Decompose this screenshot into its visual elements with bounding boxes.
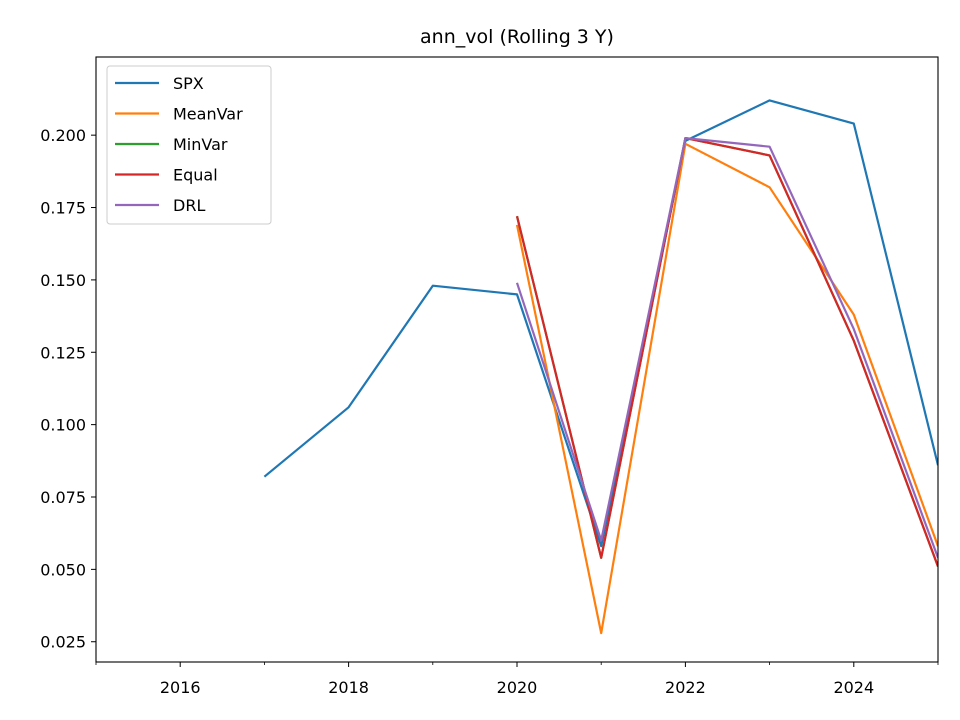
legend-label: DRL — [173, 196, 205, 215]
plot-frame — [95, 56, 939, 663]
legend-label: Equal — [173, 166, 218, 185]
x-tick-label: 2020 — [497, 678, 538, 697]
y-tick-label: 0.050 — [40, 560, 86, 579]
legend: SPX MeanVar MinVar Equal DRL — [106, 65, 272, 225]
y-tick-label: 0.100 — [40, 416, 86, 435]
series-line-spx — [263, 99, 938, 548]
x-axis: 2016 2018 2020 2022 2024 — [95, 662, 939, 697]
chart-title: ann_vol (Rolling 3 Y) — [420, 26, 614, 48]
y-tick-label: 0.025 — [40, 633, 86, 652]
x-tick-label: 2016 — [160, 678, 201, 697]
legend-label: MinVar — [173, 135, 228, 154]
y-tick-label: 0.075 — [40, 488, 86, 507]
x-tick-label: 2022 — [665, 678, 706, 697]
series-line-minvar — [515, 137, 938, 567]
legend-label: MeanVar — [173, 105, 243, 124]
legend-box — [106, 65, 272, 225]
series-layer — [263, 99, 938, 635]
legend-label: SPX — [173, 74, 204, 93]
y-tick-label: 0.125 — [40, 343, 86, 362]
x-tick-label: 2018 — [328, 678, 369, 697]
series-line-drl — [515, 137, 938, 559]
x-tick-label: 2024 — [833, 678, 874, 697]
series-line-equal — [515, 137, 938, 567]
y-tick-label: 0.150 — [40, 271, 86, 290]
series-line-meanvar — [515, 142, 938, 635]
y-axis: 0.025 0.050 0.075 0.100 0.125 0.150 0.175 0.200 — [40, 126, 96, 652]
y-tick-label: 0.175 — [40, 199, 86, 218]
y-tick-label: 0.200 — [40, 126, 86, 145]
